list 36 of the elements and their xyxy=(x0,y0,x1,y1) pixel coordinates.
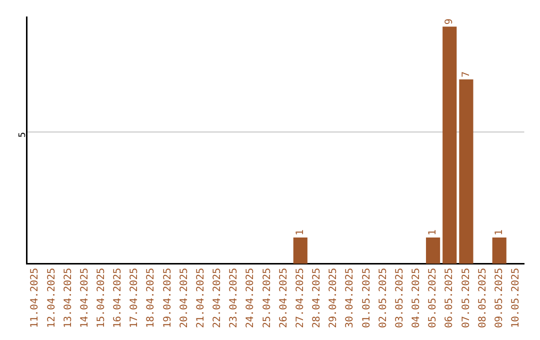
x-tick-label: 29.04.2025 xyxy=(328,268,340,328)
x-tick-label: 15.04.2025 xyxy=(96,268,108,328)
x-tick-label: 06.05.2025 xyxy=(444,268,456,328)
x-tick-label: 08.05.2025 xyxy=(477,268,488,328)
x-tick-label: 17.04.2025 xyxy=(129,268,140,328)
x-tick-label: 02.05.2025 xyxy=(378,268,389,328)
x-tick-label: 04.05.2025 xyxy=(411,268,422,328)
x-tick-label: 03.05.2025 xyxy=(394,268,406,328)
data-label: 1 xyxy=(294,229,306,236)
x-tick-label: 19.04.2025 xyxy=(162,268,174,328)
x-tick-label: 10.05.2025 xyxy=(510,268,522,328)
x-tick-label: 20.04.2025 xyxy=(178,268,190,328)
data-label: 9 xyxy=(444,18,456,25)
x-tick-label: 07.05.2025 xyxy=(460,268,472,328)
x-tick-label: 23.04.2025 xyxy=(228,268,240,328)
x-tick-label: 27.04.2025 xyxy=(294,268,306,328)
data-label: 1 xyxy=(494,229,505,236)
x-tick-label: 09.05.2025 xyxy=(494,268,505,328)
x-tick-label: 11.04.2025 xyxy=(30,268,41,328)
x-tick-label: 22.04.2025 xyxy=(212,268,224,328)
y-tick-label: 5 xyxy=(18,132,28,138)
x-tick-label: 12.04.2025 xyxy=(46,268,58,328)
x-tick-label: 21.04.2025 xyxy=(195,268,206,328)
x-tick-label: 14.04.2025 xyxy=(79,268,90,328)
data-label: 7 xyxy=(460,71,472,78)
x-tick-label: 24.04.2025 xyxy=(245,268,256,328)
x-tick-label: 16.04.2025 xyxy=(112,268,124,328)
x-tick-label: 05.05.2025 xyxy=(428,268,439,328)
data-label: 1 xyxy=(428,229,439,236)
x-tick-label: 26.04.2025 xyxy=(278,268,290,328)
x-tick-label: 18.04.2025 xyxy=(146,268,157,328)
x-tick-label: 30.04.2025 xyxy=(344,268,356,328)
x-tick-label: 25.04.2025 xyxy=(262,268,273,328)
x-tick-label: 28.04.2025 xyxy=(312,268,323,328)
x-tick-label: 13.04.2025 xyxy=(62,268,74,328)
x-tick-label: 01.05.2025 xyxy=(361,268,372,328)
